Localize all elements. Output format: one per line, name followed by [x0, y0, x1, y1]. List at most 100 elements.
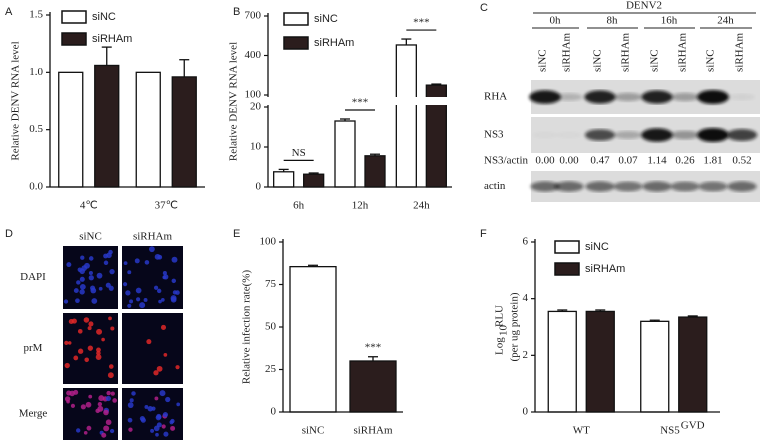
cell: [149, 246, 155, 253]
cell: [105, 395, 111, 402]
blot-band: [697, 128, 729, 142]
blot-band: [641, 128, 673, 142]
cell: [163, 352, 168, 357]
cell: [139, 302, 146, 309]
blot-band: [642, 181, 672, 192]
cell: [96, 347, 101, 353]
blot-band: [532, 132, 558, 138]
row-label: prM: [24, 342, 43, 354]
ratio-value: 0.00: [535, 155, 555, 167]
cell: [96, 350, 101, 356]
lane-label: siRHAm: [734, 32, 746, 72]
error-bar: [308, 264, 318, 267]
cell: [165, 396, 171, 403]
cell: [131, 391, 136, 396]
bar: [94, 64, 120, 188]
blot-band: [727, 181, 757, 192]
bar: [135, 71, 161, 188]
bar: [303, 173, 325, 188]
cell: [96, 328, 103, 335]
row-label: Merge: [19, 408, 48, 420]
timepoint-label: 16h: [661, 15, 678, 27]
cell: [105, 419, 112, 426]
error-bar: [368, 356, 378, 361]
blot-band: [698, 181, 728, 192]
cell: [69, 390, 75, 397]
cell: [88, 275, 94, 281]
cell: [83, 430, 88, 435]
panel-label: D: [5, 228, 13, 240]
cell: [160, 324, 167, 330]
cell: [86, 425, 92, 431]
cell: [154, 396, 159, 401]
cell: [101, 432, 107, 438]
ratio-label: NS3/actin: [484, 155, 528, 167]
cell: [84, 357, 89, 363]
significance-label: ***: [413, 17, 430, 29]
blot-title: DENV2: [626, 0, 662, 12]
cell: [125, 290, 131, 296]
cell: [150, 428, 155, 433]
cell: [151, 406, 156, 411]
cell: [162, 271, 167, 276]
error-bar: [649, 319, 660, 322]
micrograph: [122, 313, 183, 384]
x-tick-label: siNC: [302, 425, 325, 437]
cell: [91, 298, 98, 304]
cell: [88, 270, 93, 276]
lane-label: siRHAm: [561, 32, 573, 72]
cell: [128, 427, 133, 432]
x-tick-label: 24h: [413, 200, 430, 212]
cell: [147, 406, 153, 412]
cell: [103, 425, 110, 432]
cell: [107, 372, 114, 379]
cell: [67, 341, 72, 345]
cell: [156, 365, 163, 372]
cell: [156, 288, 162, 294]
y-tick-label: 700: [245, 10, 262, 22]
panel-label: E: [233, 228, 240, 240]
bar: [289, 265, 337, 413]
y-tick-label: 400: [245, 49, 262, 61]
cell: [98, 286, 103, 291]
legend-swatch: [554, 240, 580, 254]
cell: [79, 276, 85, 282]
cell: [66, 399, 70, 404]
cell: [79, 289, 85, 295]
error-bar: [401, 38, 412, 45]
blot-band: [613, 181, 643, 192]
cell: [108, 364, 114, 369]
cell: [159, 390, 166, 397]
cell: [95, 354, 102, 360]
cell: [79, 268, 85, 275]
cell: [144, 260, 150, 265]
panel-label: C: [480, 2, 488, 14]
x-tick-label: NS5: [660, 425, 680, 437]
error-bar: [557, 309, 568, 312]
cell: [85, 401, 92, 408]
cell: [64, 340, 69, 345]
lane-label: siNC: [592, 49, 604, 72]
y-tick-label: 20: [250, 101, 262, 113]
panel-label: A: [5, 6, 13, 18]
legend-label: siRHAm: [585, 263, 625, 275]
cell: [66, 262, 72, 268]
timepoint-label: 8h: [607, 15, 619, 27]
y-tick-label: 0.5: [29, 123, 43, 135]
lane-label: siRHAm: [620, 32, 632, 72]
y-axis-label-main: Log: [494, 337, 506, 355]
cell: [75, 298, 80, 304]
cell: [77, 329, 83, 334]
cell: [162, 275, 167, 280]
column-label: siRHAm: [133, 231, 173, 243]
bar: [58, 71, 84, 188]
cell: [98, 395, 105, 402]
ratio-value: 1.14: [647, 155, 667, 167]
cell: [175, 290, 180, 295]
y-axis-label-note: (per ug protein): [509, 292, 521, 361]
cell: [176, 402, 181, 407]
y-tick-label: 1.0: [29, 66, 43, 78]
cell: [144, 405, 149, 409]
x-tick-label: 12h: [352, 200, 369, 212]
